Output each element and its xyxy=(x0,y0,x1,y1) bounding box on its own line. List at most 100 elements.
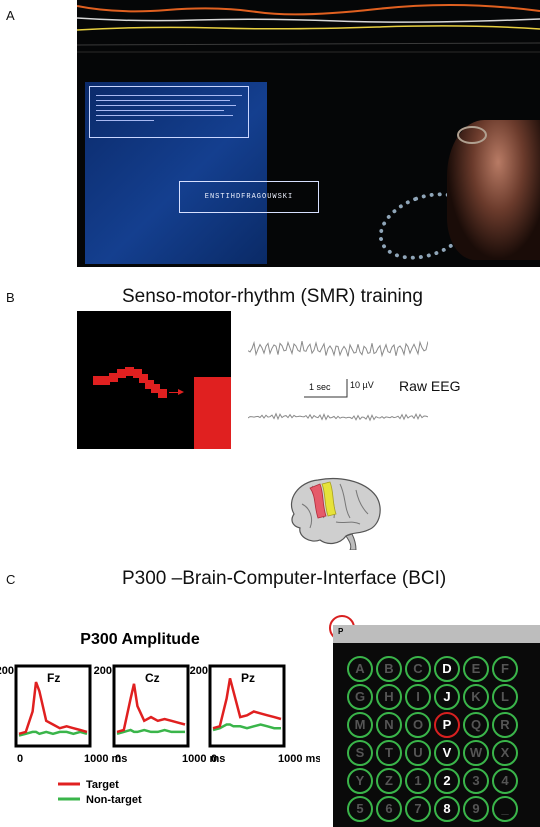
speller-cell-y: Y xyxy=(347,768,373,794)
speller-cell-r: R xyxy=(492,712,518,738)
cursor-trail-square xyxy=(93,376,102,385)
speller-cell-d: D xyxy=(434,656,460,682)
speller-cell-l: L xyxy=(492,684,518,710)
cursor-trail-square xyxy=(101,376,110,385)
speller-cell-n: N xyxy=(376,712,402,738)
speller-cell-7: 7 xyxy=(405,796,431,822)
smr-title: Senso-motor-rhythm (SMR) training xyxy=(122,286,423,307)
scale-bar xyxy=(304,379,348,398)
smr-feedback-display xyxy=(77,311,231,449)
legend-nontarget-label: Non-target xyxy=(86,794,142,806)
speller-cell-t: T xyxy=(376,740,402,766)
speller-cell-space: _ xyxy=(492,796,518,822)
scale-amplitude-label: 10 µV xyxy=(350,380,374,390)
speller-cell-b: B xyxy=(376,656,402,682)
speller-cell-u: U xyxy=(405,740,431,766)
speller-cell-3: 3 xyxy=(463,768,489,794)
speller-cell-z: Z xyxy=(376,768,402,794)
target-bar xyxy=(194,377,231,449)
series-line-target xyxy=(212,677,282,730)
series-line-target xyxy=(116,683,186,734)
chart-title: P300 Amplitude xyxy=(80,631,200,648)
message-window xyxy=(89,86,249,138)
series-line-target xyxy=(18,681,88,736)
cursor-trail-square xyxy=(139,374,148,383)
cursor-arrow-head xyxy=(178,389,184,395)
speller-monitor xyxy=(85,82,267,264)
y-tick-label: 200 xyxy=(0,665,14,677)
p300-speller-matrix: P A B C D E F G H I J K L M N O P Q R S T U V W X Y Z 1 2 3 4 5 6 7 8 9 _ xyxy=(333,625,540,827)
speller-cell-i: I xyxy=(405,684,431,710)
glasses xyxy=(457,126,487,144)
brain-icon xyxy=(290,477,381,550)
raw-eeg-traces xyxy=(248,340,428,422)
speller-cell-5: 5 xyxy=(347,796,373,822)
x-tick-label: 0 xyxy=(17,753,23,765)
x-tick-label: 0 xyxy=(115,753,121,765)
x-tick-label: 1000 ms xyxy=(84,753,127,765)
raw-eeg-label: Raw EEG xyxy=(399,378,461,394)
speller-cell-a: A xyxy=(347,656,373,682)
speller-cell-8: 8 xyxy=(434,796,460,822)
message-text-lines xyxy=(96,91,242,125)
cursor-trail-square xyxy=(117,369,126,378)
legend-target-label: Target xyxy=(86,779,119,791)
cursor-trail-square xyxy=(151,384,160,393)
series-line-non-target xyxy=(116,728,185,736)
speller-cell-2: 2 xyxy=(434,768,460,794)
speller-cell-1: 1 xyxy=(405,768,431,794)
speller-cell-v: V xyxy=(434,740,460,766)
panel-label-b: B xyxy=(6,290,15,305)
speller-output-bar: P xyxy=(333,625,540,643)
chart-panel-pz: Pz 200 0 1000 ms xyxy=(190,664,320,765)
speller-cell-9: 9 xyxy=(463,796,489,822)
speller-letter-row-text: ENSTIHDFRAGOUWSKI xyxy=(204,193,294,201)
speller-cell-m: M xyxy=(347,712,373,738)
eeg-trace-low xyxy=(248,412,428,422)
cursor-trail-square xyxy=(133,369,142,378)
series-line-non-target xyxy=(18,730,88,737)
speller-letter-row: ENSTIHDFRAGOUWSKI xyxy=(179,181,319,213)
speller-cell-k: K xyxy=(463,684,489,710)
y-tick-label: 200 xyxy=(190,665,208,677)
cursor-trail-square xyxy=(158,389,167,398)
speller-cell-6: 6 xyxy=(376,796,402,822)
speller-cell-f: F xyxy=(492,656,518,682)
x-tick-label: 1000 ms xyxy=(182,753,225,765)
speller-cell-g: G xyxy=(347,684,373,710)
bci-patient-photo: ENSTIHDFRAGOUWSKI xyxy=(77,0,540,267)
speller-cell-j: J xyxy=(434,684,460,710)
speller-cell-s: S xyxy=(347,740,373,766)
speller-cell-p: P xyxy=(434,712,460,738)
panel-frame xyxy=(208,664,286,748)
cursor-trail-square xyxy=(125,367,134,376)
x-tick-label: 1000 ms xyxy=(278,753,320,765)
panel-label-a: A xyxy=(6,8,15,23)
chart-panel-fz: Fz20001000 ms xyxy=(0,664,127,765)
x-tick-label: 0 xyxy=(211,753,217,765)
speller-cell-x: X xyxy=(492,740,518,766)
speller-cell-h: H xyxy=(376,684,402,710)
cursor-arrow xyxy=(169,392,181,393)
chart-legend: Target Non-target xyxy=(58,779,142,806)
electrode-label: Cz xyxy=(145,671,160,685)
electrode-label: Fz xyxy=(47,671,60,685)
speller-cell-4: 4 xyxy=(492,768,518,794)
panel-label-c: C xyxy=(6,572,16,587)
patient-face xyxy=(447,120,540,260)
electrode-label: Pz xyxy=(241,671,255,685)
eeg-trace-high xyxy=(248,340,428,358)
speller-cell-q: Q xyxy=(463,712,489,738)
cursor-trail-square xyxy=(109,373,118,382)
speller-cell-w: W xyxy=(463,740,489,766)
cursor-trail-square xyxy=(145,380,154,389)
speller-output-text: P xyxy=(338,627,344,636)
y-tick-label: 200 xyxy=(94,665,112,677)
speller-cell-e: E xyxy=(463,656,489,682)
scale-time-label: 1 sec xyxy=(309,382,331,392)
p300-title: P300 –Brain-Computer-Interface (BCI) xyxy=(122,568,447,589)
speller-cell-c: C xyxy=(405,656,431,682)
speller-cell-o: O xyxy=(405,712,431,738)
